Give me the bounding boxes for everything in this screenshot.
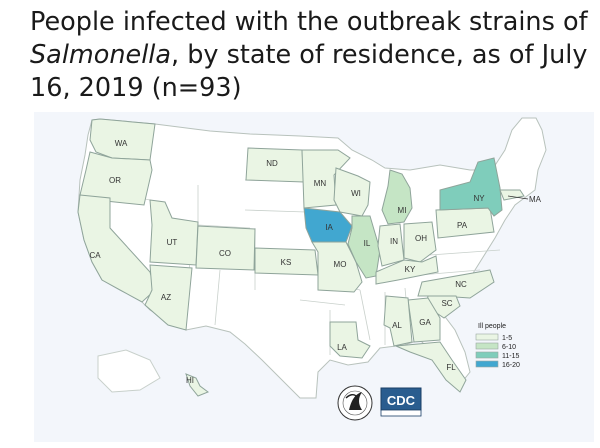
label-ND: ND bbox=[266, 159, 278, 168]
state-WI bbox=[333, 167, 371, 217]
label-PA: PA bbox=[457, 221, 468, 230]
label-FL: FL bbox=[446, 363, 456, 372]
state-AZ bbox=[144, 264, 193, 331]
state-OH bbox=[403, 221, 437, 263]
label-MO: MO bbox=[334, 260, 347, 269]
label-MA: MA bbox=[529, 195, 542, 204]
label-OR: OR bbox=[109, 176, 121, 185]
label-IN: IN bbox=[390, 237, 398, 246]
state-NY bbox=[439, 157, 503, 217]
state-MO bbox=[311, 241, 363, 293]
label-AL: AL bbox=[392, 321, 402, 330]
label-OH: OH bbox=[415, 234, 427, 243]
state-GA bbox=[407, 297, 441, 343]
cdc-logo-text: CDC bbox=[387, 393, 416, 408]
legend-swatch-2 bbox=[475, 342, 499, 350]
state-HI bbox=[185, 373, 210, 397]
ma-leader-line bbox=[507, 195, 529, 200]
label-WI: WI bbox=[351, 189, 361, 198]
page-title: People infected with the outbreak strain… bbox=[30, 6, 590, 105]
legend-label-4: 16-20 bbox=[502, 362, 520, 369]
state-AK bbox=[97, 349, 161, 393]
label-IL: IL bbox=[364, 239, 371, 248]
label-NC: NC bbox=[455, 280, 467, 289]
label-MN: MN bbox=[314, 179, 327, 188]
state-FL bbox=[395, 341, 467, 393]
hhs-seal-logo bbox=[337, 385, 373, 421]
legend-swatch-1 bbox=[475, 333, 499, 341]
label-IA: IA bbox=[325, 223, 333, 232]
label-NY: NY bbox=[473, 194, 485, 203]
title-prefix: People infected with the outbreak strain… bbox=[30, 7, 588, 37]
state-MI bbox=[381, 169, 413, 225]
label-UT: UT bbox=[167, 238, 178, 247]
legend-swatch-3 bbox=[475, 351, 499, 359]
label-KS: KS bbox=[281, 258, 292, 267]
label-HI: HI bbox=[186, 376, 194, 385]
state-NC bbox=[417, 269, 495, 299]
legend-label-2: 6-10 bbox=[502, 344, 516, 351]
label-SC: SC bbox=[441, 299, 452, 308]
label-CO: CO bbox=[219, 249, 231, 258]
cdc-logo: CDC bbox=[380, 387, 422, 417]
legend: Ill people 1-5 6-10 11-15 16-20 bbox=[475, 323, 520, 369]
state-OR bbox=[79, 151, 153, 206]
label-MI: MI bbox=[398, 206, 407, 215]
label-GA: GA bbox=[419, 318, 431, 327]
title-organism: Salmonella bbox=[30, 40, 171, 70]
legend-title: Ill people bbox=[478, 323, 506, 330]
label-CA: CA bbox=[89, 251, 101, 260]
legend-label-1: 1-5 bbox=[502, 335, 512, 342]
title-suffix: , by state of residence, as of July 16, … bbox=[30, 40, 588, 103]
label-WA: WA bbox=[115, 139, 128, 148]
state-MA bbox=[499, 189, 525, 201]
state-IL bbox=[347, 215, 381, 279]
legend-swatch-4 bbox=[475, 360, 499, 368]
state-IN bbox=[377, 223, 405, 267]
label-AZ: AZ bbox=[161, 293, 171, 302]
label-LA: LA bbox=[337, 343, 347, 352]
label-KY: KY bbox=[405, 265, 416, 274]
legend-label-3: 11-15 bbox=[502, 353, 519, 360]
state-AL bbox=[383, 295, 413, 347]
state-CO bbox=[195, 225, 256, 271]
state-CA bbox=[77, 194, 156, 303]
state-KY bbox=[375, 255, 439, 285]
state-LA bbox=[329, 321, 371, 359]
